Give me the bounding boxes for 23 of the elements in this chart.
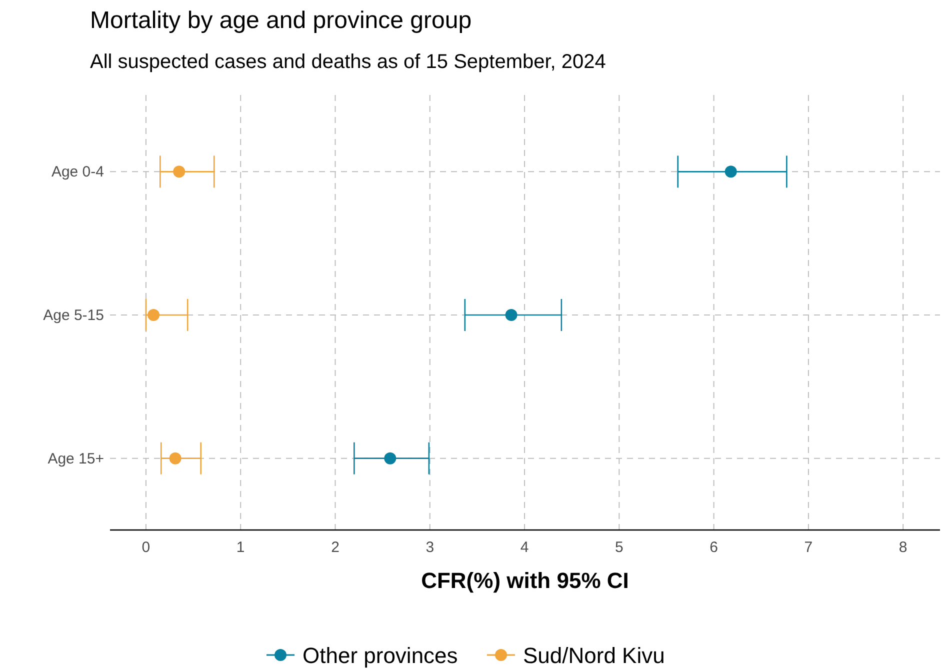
x-axis-title: CFR(%) with 95% CI	[421, 568, 629, 593]
x-tick-label: 7	[804, 539, 813, 556]
y-tick-label: Age 15+	[48, 450, 104, 468]
legend-label: Other provinces	[302, 643, 458, 668]
x-tick-label: 3	[426, 539, 434, 556]
point	[148, 309, 160, 321]
x-tick-label: 6	[710, 539, 718, 556]
x-tick-label: 8	[898, 539, 908, 556]
x-tick-label: 2	[331, 539, 340, 556]
point	[724, 166, 737, 178]
point	[384, 452, 396, 464]
x-tick-label: 1	[236, 539, 245, 556]
legend-label: Sud/Nord Kivu	[523, 643, 665, 668]
chart-title: Mortality by age and province group	[90, 7, 472, 34]
point	[505, 309, 518, 321]
x-tick-label: 4	[520, 539, 529, 556]
y-tick-label: Age 0-4	[51, 164, 104, 181]
point	[169, 452, 182, 464]
chart-subtitle: All suspected cases and deaths as of 15 September, 2024	[90, 51, 606, 73]
x-tick-label: 0	[142, 539, 150, 556]
point	[173, 166, 186, 178]
x-tick-label: 5	[614, 539, 624, 556]
y-tick-label: Age 5-15	[43, 307, 104, 324]
